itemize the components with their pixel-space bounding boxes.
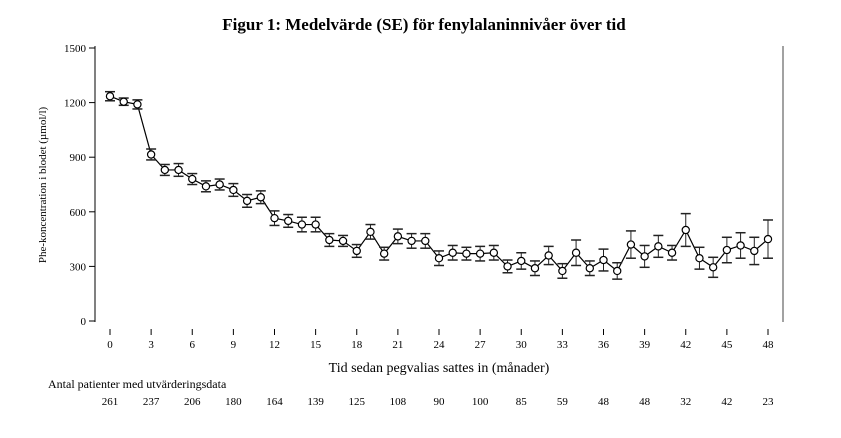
x-tick-label: 15 — [310, 339, 322, 351]
x-tick-label: 27 — [475, 339, 487, 351]
data-point — [338, 236, 348, 246]
patient-count: 261 — [102, 396, 119, 408]
patient-count: 108 — [390, 396, 407, 408]
data-point — [585, 264, 594, 273]
data-point — [613, 266, 622, 276]
patient-count: 139 — [307, 396, 324, 408]
x-tick-label: 3 — [148, 339, 154, 351]
data-point — [667, 248, 677, 257]
data-point — [736, 241, 745, 250]
x-tick-label: 39 — [639, 339, 651, 351]
data-point — [708, 263, 718, 272]
data-point — [133, 100, 142, 109]
data-point — [256, 193, 265, 202]
data-point — [640, 252, 649, 261]
data-point — [681, 225, 690, 235]
patient-count: 180 — [225, 396, 242, 408]
x-tick-label: 33 — [557, 339, 569, 351]
patient-count: 100 — [472, 396, 489, 408]
data-point — [242, 196, 252, 206]
x-tick-label: 45 — [721, 339, 733, 351]
x-tick-label: 21 — [392, 339, 403, 351]
data-point — [284, 216, 293, 226]
y-tick-label: 600 — [70, 207, 87, 219]
data-point — [325, 235, 334, 245]
patient-count: 90 — [434, 396, 446, 408]
x-tick-label: 9 — [231, 339, 237, 351]
y-tick-label: 1500 — [64, 43, 87, 55]
x-tick-label: 24 — [434, 339, 446, 351]
patient-count: 125 — [349, 396, 366, 408]
patients-label: Antal patienter med utvärderingsdata — [48, 377, 227, 391]
data-point — [434, 254, 444, 263]
x-axis-label: Tid sedan pegvalias sattes in (månader) — [329, 361, 550, 376]
patient-count: 85 — [516, 396, 528, 408]
x-tick-label: 48 — [763, 339, 775, 351]
patient-count: 48 — [639, 396, 651, 408]
data-point — [558, 266, 567, 276]
x-tick-label: 42 — [680, 339, 691, 351]
data-point — [352, 246, 361, 256]
data-point — [544, 251, 553, 260]
x-tick-label: 0 — [107, 339, 113, 351]
data-point — [599, 255, 608, 265]
data-point — [530, 264, 540, 273]
data-point — [517, 256, 526, 266]
data-point — [105, 92, 115, 101]
x-tick-label: 18 — [351, 339, 363, 351]
patient-count: 32 — [680, 396, 691, 408]
data-point — [393, 232, 403, 241]
data-point — [626, 240, 636, 249]
patient-count: 59 — [557, 396, 569, 408]
data-point — [215, 180, 224, 189]
y-tick-label: 1200 — [64, 98, 87, 110]
data-point — [297, 220, 307, 229]
x-tick-label: 36 — [598, 339, 610, 351]
data-point — [366, 227, 375, 237]
data-point — [201, 182, 211, 191]
data-point — [763, 234, 773, 244]
patient-count: 237 — [143, 396, 160, 408]
y-tick-label: 0 — [81, 316, 87, 328]
data-point — [311, 220, 320, 229]
data-point — [462, 249, 471, 258]
data-point — [489, 248, 499, 257]
chart-title: Figur 1: Medelvärde (SE) för fenylalanin… — [222, 15, 626, 34]
data-point — [119, 97, 128, 106]
data-point — [448, 248, 457, 257]
data-point — [475, 249, 485, 258]
data-point — [379, 249, 389, 258]
patient-count: 164 — [266, 396, 283, 408]
data-point — [188, 174, 197, 184]
y-tick-label: 900 — [70, 152, 87, 164]
data-point — [654, 242, 663, 251]
y-axis-label: Phe-koncentration i blodet (µmol/l) — [37, 107, 49, 264]
data-point — [503, 262, 512, 271]
y-tick-label: 300 — [70, 261, 87, 273]
data-point — [421, 236, 430, 246]
data-point — [160, 165, 170, 175]
x-tick-label: 6 — [190, 339, 196, 351]
data-point — [146, 150, 156, 159]
patient-count: 206 — [184, 396, 201, 408]
patient-count: 23 — [763, 396, 775, 408]
patient-count: 48 — [598, 396, 610, 408]
data-point — [174, 165, 183, 175]
data-point — [750, 246, 759, 256]
data-point — [722, 245, 732, 255]
patient-count: 42 — [721, 396, 732, 408]
x-tick-label: 30 — [516, 339, 528, 351]
data-point — [229, 185, 238, 195]
data-point — [571, 248, 581, 257]
data-point — [270, 213, 279, 223]
data-point — [407, 236, 416, 246]
x-tick-label: 12 — [269, 339, 280, 351]
data-point — [695, 254, 704, 263]
